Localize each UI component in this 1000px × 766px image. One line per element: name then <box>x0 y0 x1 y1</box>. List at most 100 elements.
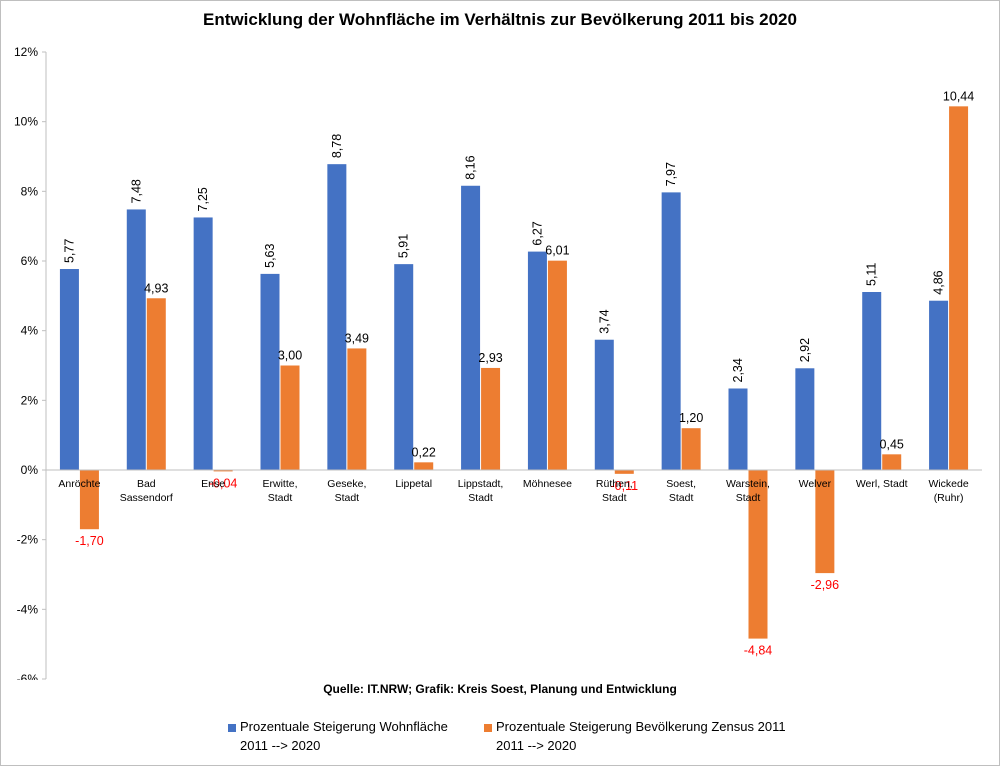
bar-wohnflaeche <box>260 273 280 470</box>
x-category-label: Bad Sassendorf <box>120 478 173 504</box>
x-category-label-line: Wickede <box>928 478 968 490</box>
legend: Prozentuale Steigerung Wohnfläche 2011 -… <box>228 719 828 760</box>
data-label-wohnflaeche: 7,97 <box>664 162 678 186</box>
bar-wohnflaeche <box>193 217 213 470</box>
x-category-label: Wickede (Ruhr) <box>928 478 968 504</box>
x-category-label: Welver <box>799 478 832 490</box>
x-category-label: Warstein, Stadt <box>726 478 770 504</box>
data-label-bevoelkerung: -2,96 <box>811 578 840 592</box>
legend-item-wohnflaeche: Prozentuale Steigerung Wohnfläche 2011 -… <box>228 719 448 755</box>
bar-bevoelkerung <box>280 365 300 470</box>
x-category-label: Geseke, Stadt <box>327 478 366 504</box>
data-label-wohnflaeche: 6,27 <box>530 221 544 245</box>
bar-wohnflaeche <box>929 300 949 470</box>
bar-bevoelkerung <box>79 470 99 530</box>
bar-bevoelkerung <box>949 106 969 470</box>
x-category-label-line: Rüthen, <box>596 478 633 490</box>
bar-wohnflaeche <box>461 185 481 470</box>
data-label-wohnflaeche: 5,63 <box>263 244 277 268</box>
legend-label-bevoelkerung: Prozentuale Steigerung Bevölkerung Zensu… <box>496 719 786 753</box>
x-category-label-line: Lippetal <box>395 478 432 490</box>
legend-swatch-wohnflaeche <box>228 724 236 732</box>
bar-bevoelkerung <box>614 470 634 474</box>
x-category-label: Erwitte, Stadt <box>262 478 297 504</box>
data-label-wohnflaeche: 8,78 <box>330 134 344 158</box>
bar-wohnflaeche <box>728 388 748 470</box>
data-label-wohnflaeche: 5,91 <box>397 234 411 258</box>
y-tick-label: 2% <box>21 393 39 407</box>
bar-bevoelkerung <box>815 470 835 574</box>
x-category-label: Anröchte <box>58 478 100 490</box>
x-category-label-line: Stadt <box>669 492 694 504</box>
x-category-label-line: Welver <box>799 478 832 490</box>
data-label-bevoelkerung: 4,93 <box>144 281 168 295</box>
y-tick-label: 8% <box>21 184 39 198</box>
x-category-label-line: Soest, <box>666 478 696 490</box>
legend-item-bevoelkerung: Prozentuale Steigerung Bevölkerung Zensu… <box>484 719 786 755</box>
x-category-label-line: Stadt <box>736 492 761 504</box>
x-category-label: Werl, Stadt <box>856 478 908 490</box>
data-label-bevoelkerung: -0,04 <box>209 476 238 490</box>
x-category-label-line: Geseke, <box>327 478 366 490</box>
x-category-label: Soest, Stadt <box>666 478 696 504</box>
x-category-label-line: Lippstadt, <box>458 478 504 490</box>
bar-bevoelkerung <box>882 454 902 470</box>
data-label-wohnflaeche: 7,48 <box>129 179 143 203</box>
legend-label-wohnflaeche: Prozentuale Steigerung Wohnfläche 2011 -… <box>240 719 448 753</box>
y-tick-label: 10% <box>14 115 38 129</box>
data-label-bevoelkerung: 10,44 <box>943 89 974 103</box>
x-category-label: Rüthen, Stadt <box>596 478 633 504</box>
x-category-label-line: (Ruhr) <box>934 492 964 504</box>
data-label-wohnflaeche: 5,11 <box>865 263 879 286</box>
data-label-bevoelkerung: -4,84 <box>744 644 773 658</box>
data-label-wohnflaeche: 3,74 <box>597 309 611 333</box>
data-label-bevoelkerung: 2,93 <box>478 351 502 365</box>
bar-wohnflaeche <box>527 251 547 470</box>
x-category-label: Ense <box>201 478 225 490</box>
chart-plot: -6% -4% -2% 0% 2% 4% 6% 8% 10% 12% 5,77 7,48 7,25 5,6… <box>14 45 982 680</box>
bar-bevoelkerung <box>414 462 434 470</box>
bar-wohnflaeche <box>594 339 614 470</box>
y-tick-label: -6% <box>17 672 39 680</box>
x-category-label-line: Möhnesee <box>523 478 572 490</box>
bar-bevoelkerung <box>146 298 166 470</box>
x-category-label-line: Erwitte, <box>262 478 297 490</box>
x-category-label-line: Werl, Stadt <box>856 478 908 490</box>
x-category-label: Lippstadt, Stadt <box>458 478 504 504</box>
bar-bevoelkerung <box>681 428 701 470</box>
data-label-wohnflaeche: 5,77 <box>62 239 76 263</box>
bar-bevoelkerung <box>547 260 567 470</box>
x-category-label: Lippetal <box>395 478 432 490</box>
bar-bevoelkerung <box>347 348 367 470</box>
data-label-wohnflaeche: 4,86 <box>932 270 946 294</box>
y-tick-label: 12% <box>14 45 38 59</box>
source-note: Quelle: IT.NRW; Grafik: Kreis Soest, Pla… <box>323 682 677 696</box>
bar-bevoelkerung <box>213 470 233 472</box>
x-category-label-line: Anröchte <box>58 478 100 490</box>
data-label-bevoelkerung: 1,20 <box>679 411 703 425</box>
x-category-label-line: Stadt <box>268 492 293 504</box>
bar-bevoelkerung <box>748 470 768 639</box>
y-tick-label: 0% <box>21 463 39 477</box>
data-label-bevoelkerung: 0,45 <box>880 437 904 451</box>
y-tick-label: 4% <box>21 324 39 338</box>
data-label-wohnflaeche: 2,92 <box>798 338 812 362</box>
x-category-label-line: Stadt <box>602 492 627 504</box>
data-label-bevoelkerung: -1,70 <box>75 534 104 548</box>
chart-title: Entwicklung der Wohnfläche im Verhältnis… <box>203 10 797 29</box>
y-tick-label: -4% <box>17 602 39 616</box>
data-label-wohnflaeche: 7,25 <box>196 187 210 211</box>
x-category-label: Möhnesee <box>523 478 572 490</box>
bar-wohnflaeche <box>661 192 681 470</box>
data-label-wohnflaeche: 2,34 <box>731 358 745 382</box>
bar-wohnflaeche <box>394 264 414 470</box>
data-label-bevoelkerung: 6,01 <box>545 244 569 258</box>
x-category-label-line: Stadt <box>468 492 493 504</box>
x-category-label-line: Ense <box>201 478 225 490</box>
x-category-label-line: Warstein, <box>726 478 770 490</box>
data-label-bevoelkerung: 0,22 <box>412 445 436 459</box>
x-category-label-line: Bad <box>137 478 156 490</box>
bar-wohnflaeche <box>126 209 146 471</box>
x-category-label-line: Stadt <box>335 492 360 504</box>
bar-wohnflaeche <box>795 368 815 470</box>
